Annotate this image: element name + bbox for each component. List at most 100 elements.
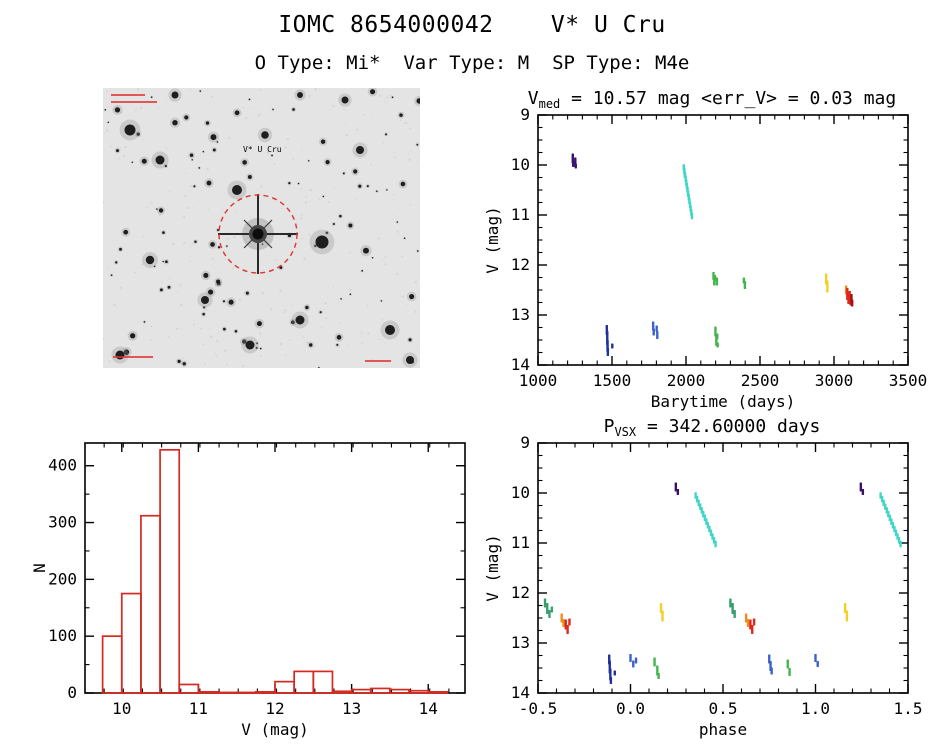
y-tick-label: 9 [520, 433, 530, 452]
histogram-bar [235, 691, 257, 694]
data-point [611, 343, 614, 349]
y-tick-label: 100 [48, 626, 77, 645]
histogram-bar [120, 592, 142, 694]
data-point [659, 603, 663, 613]
histogram-bar [293, 670, 315, 694]
data-point [613, 670, 616, 676]
phase-plot: -0.5 0.0 0.5 1.0 1.5 9 10 11 12 13 14 phase V (mag) [483, 433, 922, 739]
page-subtitle: O Type: Mi* Var Type: M SP Type: M4e [254, 52, 690, 74]
page-title: IOMC 8654000042 V* U Cru [278, 12, 666, 38]
x-tick-label: 13 [342, 699, 361, 718]
data-point [788, 668, 791, 676]
data-point [843, 603, 847, 613]
data-point [733, 610, 736, 618]
histogram-bar [312, 670, 334, 694]
x-tick-label: 1500 [593, 371, 632, 390]
histogram-bar [350, 688, 372, 694]
lightcurve-title: Vmed = 10.57 mag <err_V> = 0.03 mag [480, 88, 944, 111]
phase-title-sub: VSX [614, 425, 637, 439]
data-point [716, 342, 719, 348]
histogram-bar [274, 680, 296, 694]
histogram-plot: 10 11 12 13 14 0 100 200 300 400 V (mag) N [30, 442, 466, 739]
stars [103, 88, 420, 368]
data-point [568, 618, 571, 626]
tiny-red-annotation [365, 360, 391, 362]
data-point [634, 657, 638, 664]
phase-title-post: = 342.60000 days [636, 416, 821, 437]
y-tick-label: 11 [511, 533, 530, 552]
x-tick-label: 10 [112, 699, 131, 718]
data-point [751, 625, 754, 634]
data-point [560, 613, 563, 623]
histogram-bar [101, 635, 123, 694]
data-point [674, 482, 678, 492]
x-tick-label: 0.5 [709, 699, 738, 718]
y-tick-label: 12 [511, 255, 530, 274]
tiny-red-annotation [113, 356, 153, 358]
lightcurve-title-pre: V [527, 88, 539, 109]
x-tick-label: 12 [265, 699, 284, 718]
y-axis-label: V (mag) [483, 534, 502, 601]
data-point [562, 619, 565, 627]
data-point [676, 489, 680, 495]
target-star [218, 194, 298, 274]
phase-title-pre: P [603, 416, 615, 437]
data-point [861, 489, 865, 495]
x-tick-label: 1000 [519, 371, 558, 390]
data-point [652, 328, 655, 336]
x-tick-label: 14 [419, 699, 438, 718]
data-point [651, 321, 655, 331]
data-point [744, 613, 748, 623]
data-point [752, 618, 756, 626]
data-point [543, 598, 547, 608]
film-grain [103, 88, 420, 368]
x-tick-label: 1.0 [801, 699, 830, 718]
data-point [661, 610, 664, 622]
data-point [731, 603, 734, 614]
data-point [826, 280, 829, 293]
data-point [653, 657, 656, 667]
tiny-red-annotation [111, 101, 157, 103]
axes: -0.5 0.0 0.5 1.0 1.5 9 10 11 12 13 14 phase V (mag) [483, 433, 922, 739]
data-point [546, 603, 549, 614]
data-point [632, 660, 635, 668]
data-point [548, 610, 551, 618]
data-point [749, 619, 752, 630]
histogram-bar [197, 691, 219, 694]
y-tick-label: 13 [511, 305, 530, 324]
histogram-bar [140, 514, 161, 694]
data-point [786, 659, 789, 669]
histogram-bar [178, 683, 200, 694]
data-point [715, 277, 719, 286]
histogram-bar [427, 691, 449, 694]
y-tick-label: 14 [511, 683, 530, 702]
y-tick-label: 11 [511, 205, 530, 224]
phase-title: PVSX = 342.60000 days [480, 416, 944, 439]
x-axis-label: V (mag) [241, 720, 308, 739]
data-point [716, 333, 719, 340]
data-point [729, 598, 732, 608]
x-tick-label: 11 [189, 699, 208, 718]
finding-chart-image: V* U Cru [103, 88, 420, 368]
data-point [714, 540, 717, 548]
data-point [816, 661, 819, 667]
x-axis-label: Barytime (days) [651, 392, 796, 411]
data-point [656, 331, 659, 339]
data-point [550, 606, 554, 613]
histogram-bar [216, 691, 238, 694]
y-tick-label: 200 [48, 569, 77, 588]
y-axis-label: N [30, 563, 49, 573]
y-tick-label: 0 [67, 683, 77, 702]
lightcurve-title-post: = 10.57 mag <err_V> = 0.03 mag [560, 88, 897, 109]
target-label: V* U Cru [243, 145, 282, 154]
data-point [899, 540, 902, 548]
histogram-bar [369, 687, 391, 694]
y-tick-label: 300 [48, 513, 77, 532]
data-point [609, 677, 613, 684]
data-point [656, 665, 659, 676]
data-point [859, 482, 863, 492]
data-point [845, 610, 849, 622]
data-point [746, 619, 750, 627]
data-series [543, 482, 902, 684]
